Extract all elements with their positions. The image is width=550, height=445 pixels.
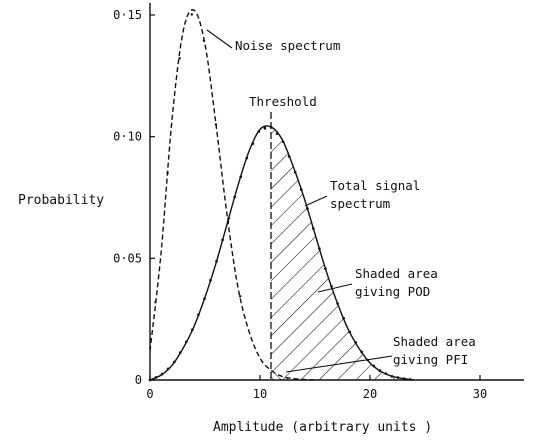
signal-point: [312, 227, 315, 230]
noise-point: [239, 295, 242, 298]
signal-point: [178, 351, 182, 354]
signal-point: [245, 156, 249, 160]
signal-point: [342, 316, 345, 320]
annotation-pod-line2: giving POD: [355, 284, 430, 299]
leader-noise: [206, 29, 233, 49]
annotations: Noise spectrum Threshold Total signal sp…: [235, 38, 476, 367]
signal-point: [257, 130, 261, 133]
signal-point: [354, 341, 358, 344]
series-line-signal: [150, 125, 415, 381]
x-tick-label-3: 30: [473, 387, 487, 401]
signal-point: [166, 367, 170, 371]
x-tick-label-0: 0: [146, 387, 153, 401]
signal-point: [336, 302, 339, 305]
signal-point: [215, 259, 218, 263]
leader-signal: [304, 195, 328, 207]
signal-point: [396, 376, 400, 379]
signal-point: [348, 330, 351, 334]
noise-point: [202, 39, 206, 42]
plot-area: [148, 9, 415, 382]
signal-point: [269, 125, 273, 129]
series-line-noise: [150, 9, 316, 381]
signal-point: [330, 284, 333, 288]
noise-dots: [154, 13, 242, 304]
leader-pfi: [285, 355, 393, 373]
signal-point: [154, 375, 158, 379]
annotation-leaders: [206, 29, 393, 373]
signal-point: [251, 142, 255, 145]
y-tick-label-0: 0: [135, 373, 142, 387]
signal-point: [233, 195, 237, 199]
signal-point: [378, 369, 382, 372]
signal-point: [390, 375, 394, 378]
annotation-noise-spectrum: Noise spectrum: [235, 38, 340, 53]
leader-pod: [317, 283, 353, 293]
signal-point: [239, 175, 243, 179]
y-tick-label-2: 0·10: [113, 130, 142, 144]
y-tick-label-3: 0·15: [113, 8, 142, 22]
y-ticks: 0 0·05 0·10 0·15: [113, 8, 155, 387]
annotation-pfi-line2: giving PFI: [393, 352, 468, 367]
noise-point: [166, 171, 169, 175]
signal-point: [203, 297, 206, 301]
annotation-threshold: Threshold: [249, 94, 317, 109]
signal-point: [275, 132, 279, 135]
annotation-total-signal-line2: spectrum: [330, 196, 390, 211]
y-tick-label-1: 0·05: [113, 251, 142, 265]
noise-point: [226, 220, 230, 224]
x-ticks: 0 10 20 30: [146, 375, 487, 401]
annotation-pfi-line1: Shaded area: [393, 334, 476, 349]
x-tick-label-2: 20: [363, 387, 377, 401]
y-axis-title: Probability: [18, 193, 104, 208]
signal-point: [191, 328, 194, 332]
signal-point: [263, 126, 267, 130]
signal-point: [227, 217, 230, 220]
signal-point: [160, 372, 164, 376]
noise-point: [178, 57, 181, 60]
x-tick-label-1: 10: [253, 387, 267, 401]
pfi-shaded-area: [271, 370, 315, 380]
signal-point: [209, 278, 212, 282]
noise-point: [214, 123, 218, 126]
signal-point: [360, 350, 364, 354]
x-axis-title: Amplitude (arbitrary units ): [213, 420, 432, 435]
signal-point: [293, 170, 297, 174]
noise-point: [154, 300, 157, 304]
signal-point: [305, 207, 309, 210]
signal-point: [172, 360, 176, 364]
annotation-pod-line1: Shaded area: [355, 266, 438, 281]
signal-point: [372, 364, 376, 368]
signal-point: [318, 247, 321, 250]
signal-point: [281, 140, 285, 144]
noise-point: [190, 13, 193, 16]
signal-point: [184, 340, 188, 344]
axes: 0 10 20 30 0 0·05 0·10 0·15: [113, 2, 524, 401]
signal-point: [299, 188, 303, 191]
signal-point: [197, 313, 200, 317]
pod-shaded-area: [271, 126, 414, 381]
annotation-total-signal-line1: Total signal: [330, 178, 420, 193]
signal-point: [384, 372, 388, 376]
signal-point: [324, 267, 327, 271]
signal-point: [221, 238, 224, 242]
signal-point: [287, 155, 291, 158]
